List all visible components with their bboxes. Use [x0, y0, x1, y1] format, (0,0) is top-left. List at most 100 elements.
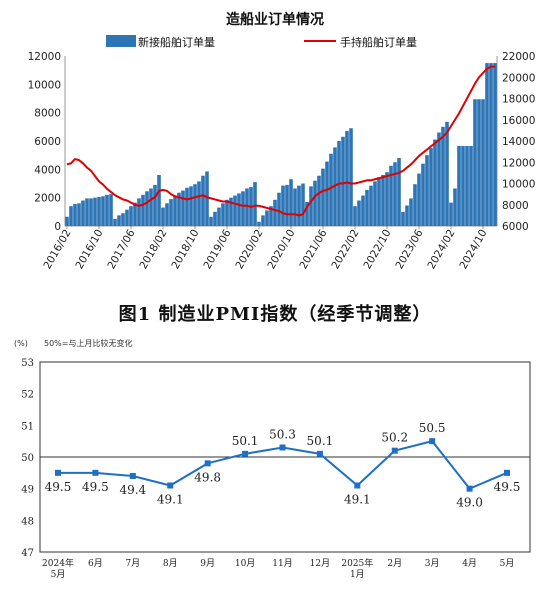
new-orders-bar [77, 203, 81, 226]
new-orders-bar [65, 216, 69, 226]
new-orders-bar [437, 132, 441, 226]
new-orders-bar [177, 192, 181, 226]
pmi-y-ticks: 47 48 49 50 51 52 53 [21, 358, 34, 559]
new-orders-bar [253, 182, 257, 226]
new-orders-bar [85, 198, 89, 227]
x-tick-label: 2022/02 [329, 228, 361, 272]
new-orders-bar [373, 181, 377, 227]
new-orders-bar [93, 197, 97, 226]
new-orders-bar [417, 173, 421, 226]
right-tick-label: 6000 [502, 221, 529, 233]
left-tick-label: 0 [54, 221, 61, 233]
pmi-point [129, 473, 136, 479]
new-orders-bar [121, 213, 125, 226]
new-orders-bar [97, 196, 101, 226]
new-orders-bar [421, 163, 425, 226]
new-orders-bar [385, 172, 389, 226]
pmi-point [279, 444, 286, 451]
pmi-x-tick-label: 2月 [387, 558, 402, 569]
new-orders-bar [353, 206, 357, 226]
chart1-right-ticks: 6000 8000 10000 12000 14000 16000 18000 20000 22… [502, 51, 535, 233]
chart1-bars [65, 63, 497, 227]
pmi-x-tick-label: 11月 [272, 558, 292, 569]
pmi-y-tick-label: 48 [21, 516, 34, 527]
chart1-legend: 新接船舶订单量 手持船舶订单量 [106, 35, 417, 49]
new-orders-bar [237, 193, 241, 226]
pmi-y-tick-label: 51 [21, 421, 34, 432]
right-tick-label: 12000 [502, 157, 535, 169]
pmi-point [429, 438, 436, 445]
new-orders-bar [305, 201, 309, 226]
new-orders-bar [165, 203, 169, 226]
pmi-data-label: 50.2 [381, 431, 408, 445]
new-orders-bar [293, 188, 297, 226]
pmi-point [55, 469, 61, 476]
new-orders-bar [325, 161, 329, 226]
legend-line-label: 手持船舶订单量 [340, 35, 417, 49]
new-orders-bar [341, 136, 345, 226]
pmi-point [92, 469, 99, 476]
new-orders-bar [229, 197, 233, 226]
new-orders-bar [205, 171, 209, 226]
new-orders-bar [453, 188, 457, 226]
pmi-x-tick-label: 4月 [462, 558, 477, 569]
new-orders-bar [317, 175, 321, 226]
pmi-data-label: 49.1 [344, 493, 371, 507]
new-orders-bar [173, 196, 177, 226]
new-orders-bar [209, 216, 213, 226]
new-orders-bar [213, 211, 217, 226]
new-orders-bar [349, 128, 353, 226]
new-orders-bar [309, 186, 313, 226]
new-orders-bar [489, 63, 493, 226]
new-orders-bar [481, 99, 485, 226]
x-tick-label: 2023/06 [393, 227, 425, 271]
pmi-x-tick-label: 1月 [350, 569, 365, 580]
new-orders-bar [129, 206, 133, 226]
pmi-point [204, 460, 211, 467]
new-orders-bar [89, 198, 93, 227]
new-orders-bar [245, 188, 249, 226]
pmi-y-tick-label: 52 [21, 390, 34, 401]
new-orders-bar [257, 221, 261, 226]
pmi-data-label: 49.0 [456, 496, 483, 510]
right-tick-label: 18000 [502, 94, 535, 106]
new-orders-bar [281, 185, 285, 227]
pmi-data-label: 49.4 [119, 483, 146, 497]
new-orders-bar [285, 184, 289, 226]
new-orders-bar [113, 218, 117, 226]
new-orders-bar [149, 188, 153, 226]
new-orders-bar [133, 202, 137, 227]
new-orders-bar [277, 192, 281, 226]
new-orders-bar [161, 207, 165, 226]
new-orders-bar [441, 126, 445, 226]
new-orders-bar [369, 185, 373, 227]
new-orders-bar [345, 131, 349, 226]
new-orders-bar [461, 145, 465, 226]
new-orders-bar [73, 204, 77, 226]
new-orders-bar [409, 198, 413, 227]
new-orders-bar [233, 195, 237, 226]
pmi-x-tick-label: 5月 [51, 569, 66, 580]
left-tick-label: 10000 [28, 79, 61, 91]
figure2-title: 图1 制造业PMI指数（经季节调整） [118, 304, 432, 325]
pmi-x-tick-label: 2024年 [42, 557, 74, 569]
pmi-y-tick-label: 50 [21, 453, 34, 464]
x-tick-label: 2021/06 [297, 227, 329, 271]
new-orders-bar [273, 199, 277, 226]
pmi-point [466, 485, 473, 492]
new-orders-bar [397, 158, 401, 226]
pmi-data-labels: 49.5 49.5 49.4 49.1 49.8 50.1 50.3 50.1 49.1 50.2… [45, 421, 521, 510]
x-tick-label: 2019/06 [201, 227, 233, 271]
left-tick-label: 12000 [28, 51, 61, 63]
new-orders-bar [425, 155, 429, 226]
right-tick-label: 16000 [502, 115, 535, 127]
new-orders-bar [365, 189, 369, 227]
x-tick-label: 2018/02 [137, 228, 169, 272]
chart1-left-ticks: 0 2000 4000 6000 8000 10000 12000 [28, 51, 61, 233]
pmi-x-tick-label: 5月 [500, 558, 515, 569]
new-orders-bar [117, 215, 121, 227]
new-orders-bar [197, 181, 201, 227]
new-orders-bar [321, 168, 325, 227]
